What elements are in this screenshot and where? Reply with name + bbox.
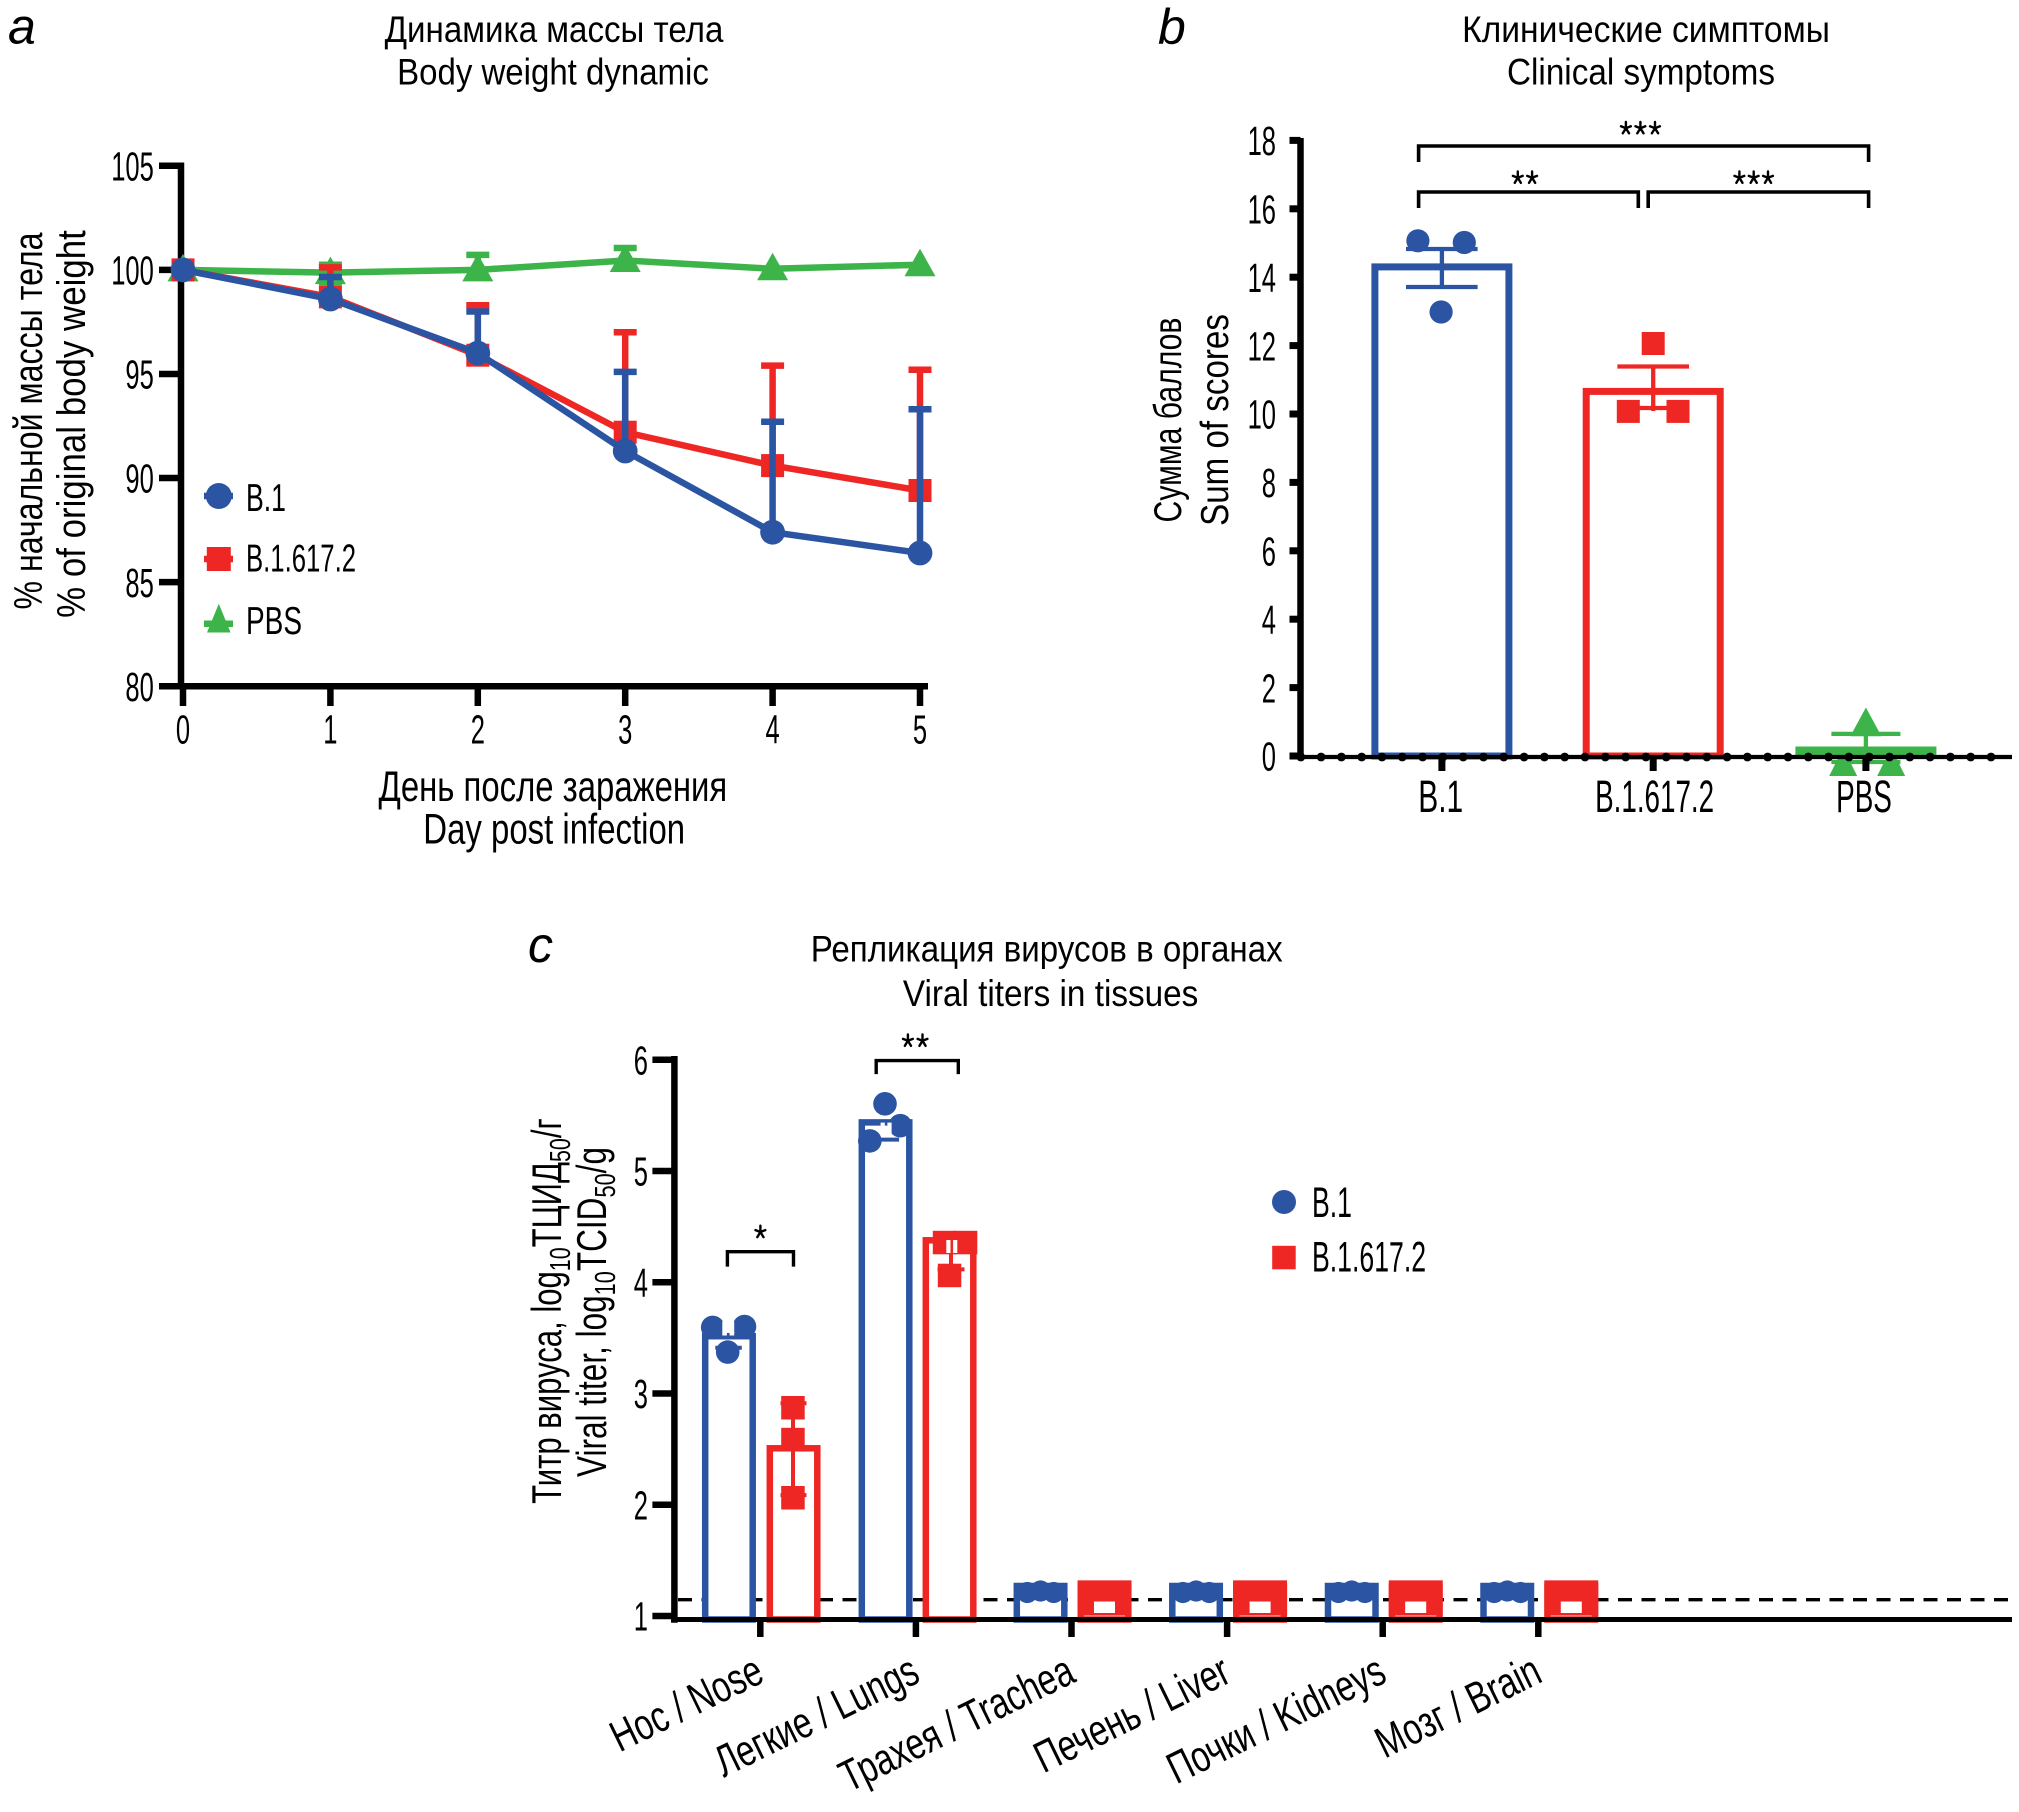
svg-text:6: 6 — [634, 1038, 648, 1084]
svg-text:4: 4 — [1262, 598, 1276, 644]
svg-text:16: 16 — [1248, 187, 1276, 233]
svg-text:3: 3 — [634, 1372, 648, 1418]
svg-text:b: b — [1158, 0, 1186, 55]
svg-text:80: 80 — [125, 665, 153, 711]
svg-text:Репликация вирусов в органах: Репликация вирусов в органах — [811, 928, 1283, 969]
svg-text:a: a — [8, 0, 36, 55]
svg-text:Clinical symptoms: Clinical symptoms — [1507, 51, 1775, 93]
svg-text:B.1: B.1 — [1312, 1179, 1352, 1227]
svg-text:c: c — [528, 917, 553, 973]
svg-text:Viral titer, log10TCID50/g: Viral titer, log10TCID50/g — [568, 1147, 622, 1477]
svg-text:12: 12 — [1248, 324, 1276, 370]
svg-text:3: 3 — [618, 707, 632, 753]
svg-text:% of original body weight: % of original body weight — [49, 230, 94, 618]
svg-text:14: 14 — [1248, 256, 1276, 302]
svg-text:B.1.617.2: B.1.617.2 — [1312, 1233, 1426, 1281]
svg-text:Динамика массы тела: Динамика массы тела — [385, 9, 724, 50]
svg-text:Body weight dynamic: Body weight dynamic — [397, 52, 709, 93]
svg-text:Сумма баллов: Сумма баллов — [1146, 318, 1190, 523]
svg-text:5: 5 — [634, 1150, 648, 1196]
svg-text:2: 2 — [634, 1483, 648, 1529]
svg-text:Day post infection: Day post infection — [423, 805, 685, 853]
svg-text:95: 95 — [125, 353, 153, 399]
svg-text:B.1: B.1 — [246, 477, 286, 520]
svg-text:4: 4 — [765, 707, 779, 753]
svg-text:Титр вируса, log10ТЦИД50/г: Титр вируса, log10ТЦИД50/г — [523, 1118, 576, 1504]
svg-text:0: 0 — [176, 707, 190, 753]
svg-text:PBS: PBS — [1836, 771, 1892, 821]
svg-text:B.1.617.2: B.1.617.2 — [246, 536, 356, 580]
svg-text:2: 2 — [1262, 666, 1276, 712]
svg-text:6: 6 — [1262, 529, 1276, 575]
svg-text:4: 4 — [634, 1261, 648, 1307]
svg-text:0: 0 — [1262, 735, 1276, 781]
svg-text:10: 10 — [1248, 393, 1276, 439]
svg-text:Клинические симптомы: Клинические симптомы — [1462, 8, 1830, 50]
svg-text:B.1: B.1 — [1418, 772, 1463, 823]
svg-text:18: 18 — [1248, 119, 1276, 165]
svg-text:105: 105 — [111, 144, 154, 190]
svg-text:% начальной массы тела: % начальной массы тела — [6, 232, 51, 610]
svg-text:1: 1 — [323, 707, 337, 753]
svg-text:5: 5 — [913, 707, 927, 753]
svg-text:90: 90 — [125, 457, 153, 503]
svg-text:Viral titers in tissues: Viral titers in tissues — [903, 972, 1198, 1014]
svg-text:8: 8 — [1262, 461, 1276, 507]
svg-text:100: 100 — [111, 249, 154, 295]
svg-text:1: 1 — [634, 1595, 648, 1641]
svg-text:День после заражения: День после заражения — [379, 763, 728, 811]
svg-text:PBS: PBS — [246, 600, 302, 644]
svg-text:B.1.617.2: B.1.617.2 — [1595, 771, 1714, 822]
svg-text:Sum of scores: Sum of scores — [1192, 314, 1236, 526]
svg-text:2: 2 — [471, 707, 485, 753]
svg-text:85: 85 — [125, 561, 153, 607]
